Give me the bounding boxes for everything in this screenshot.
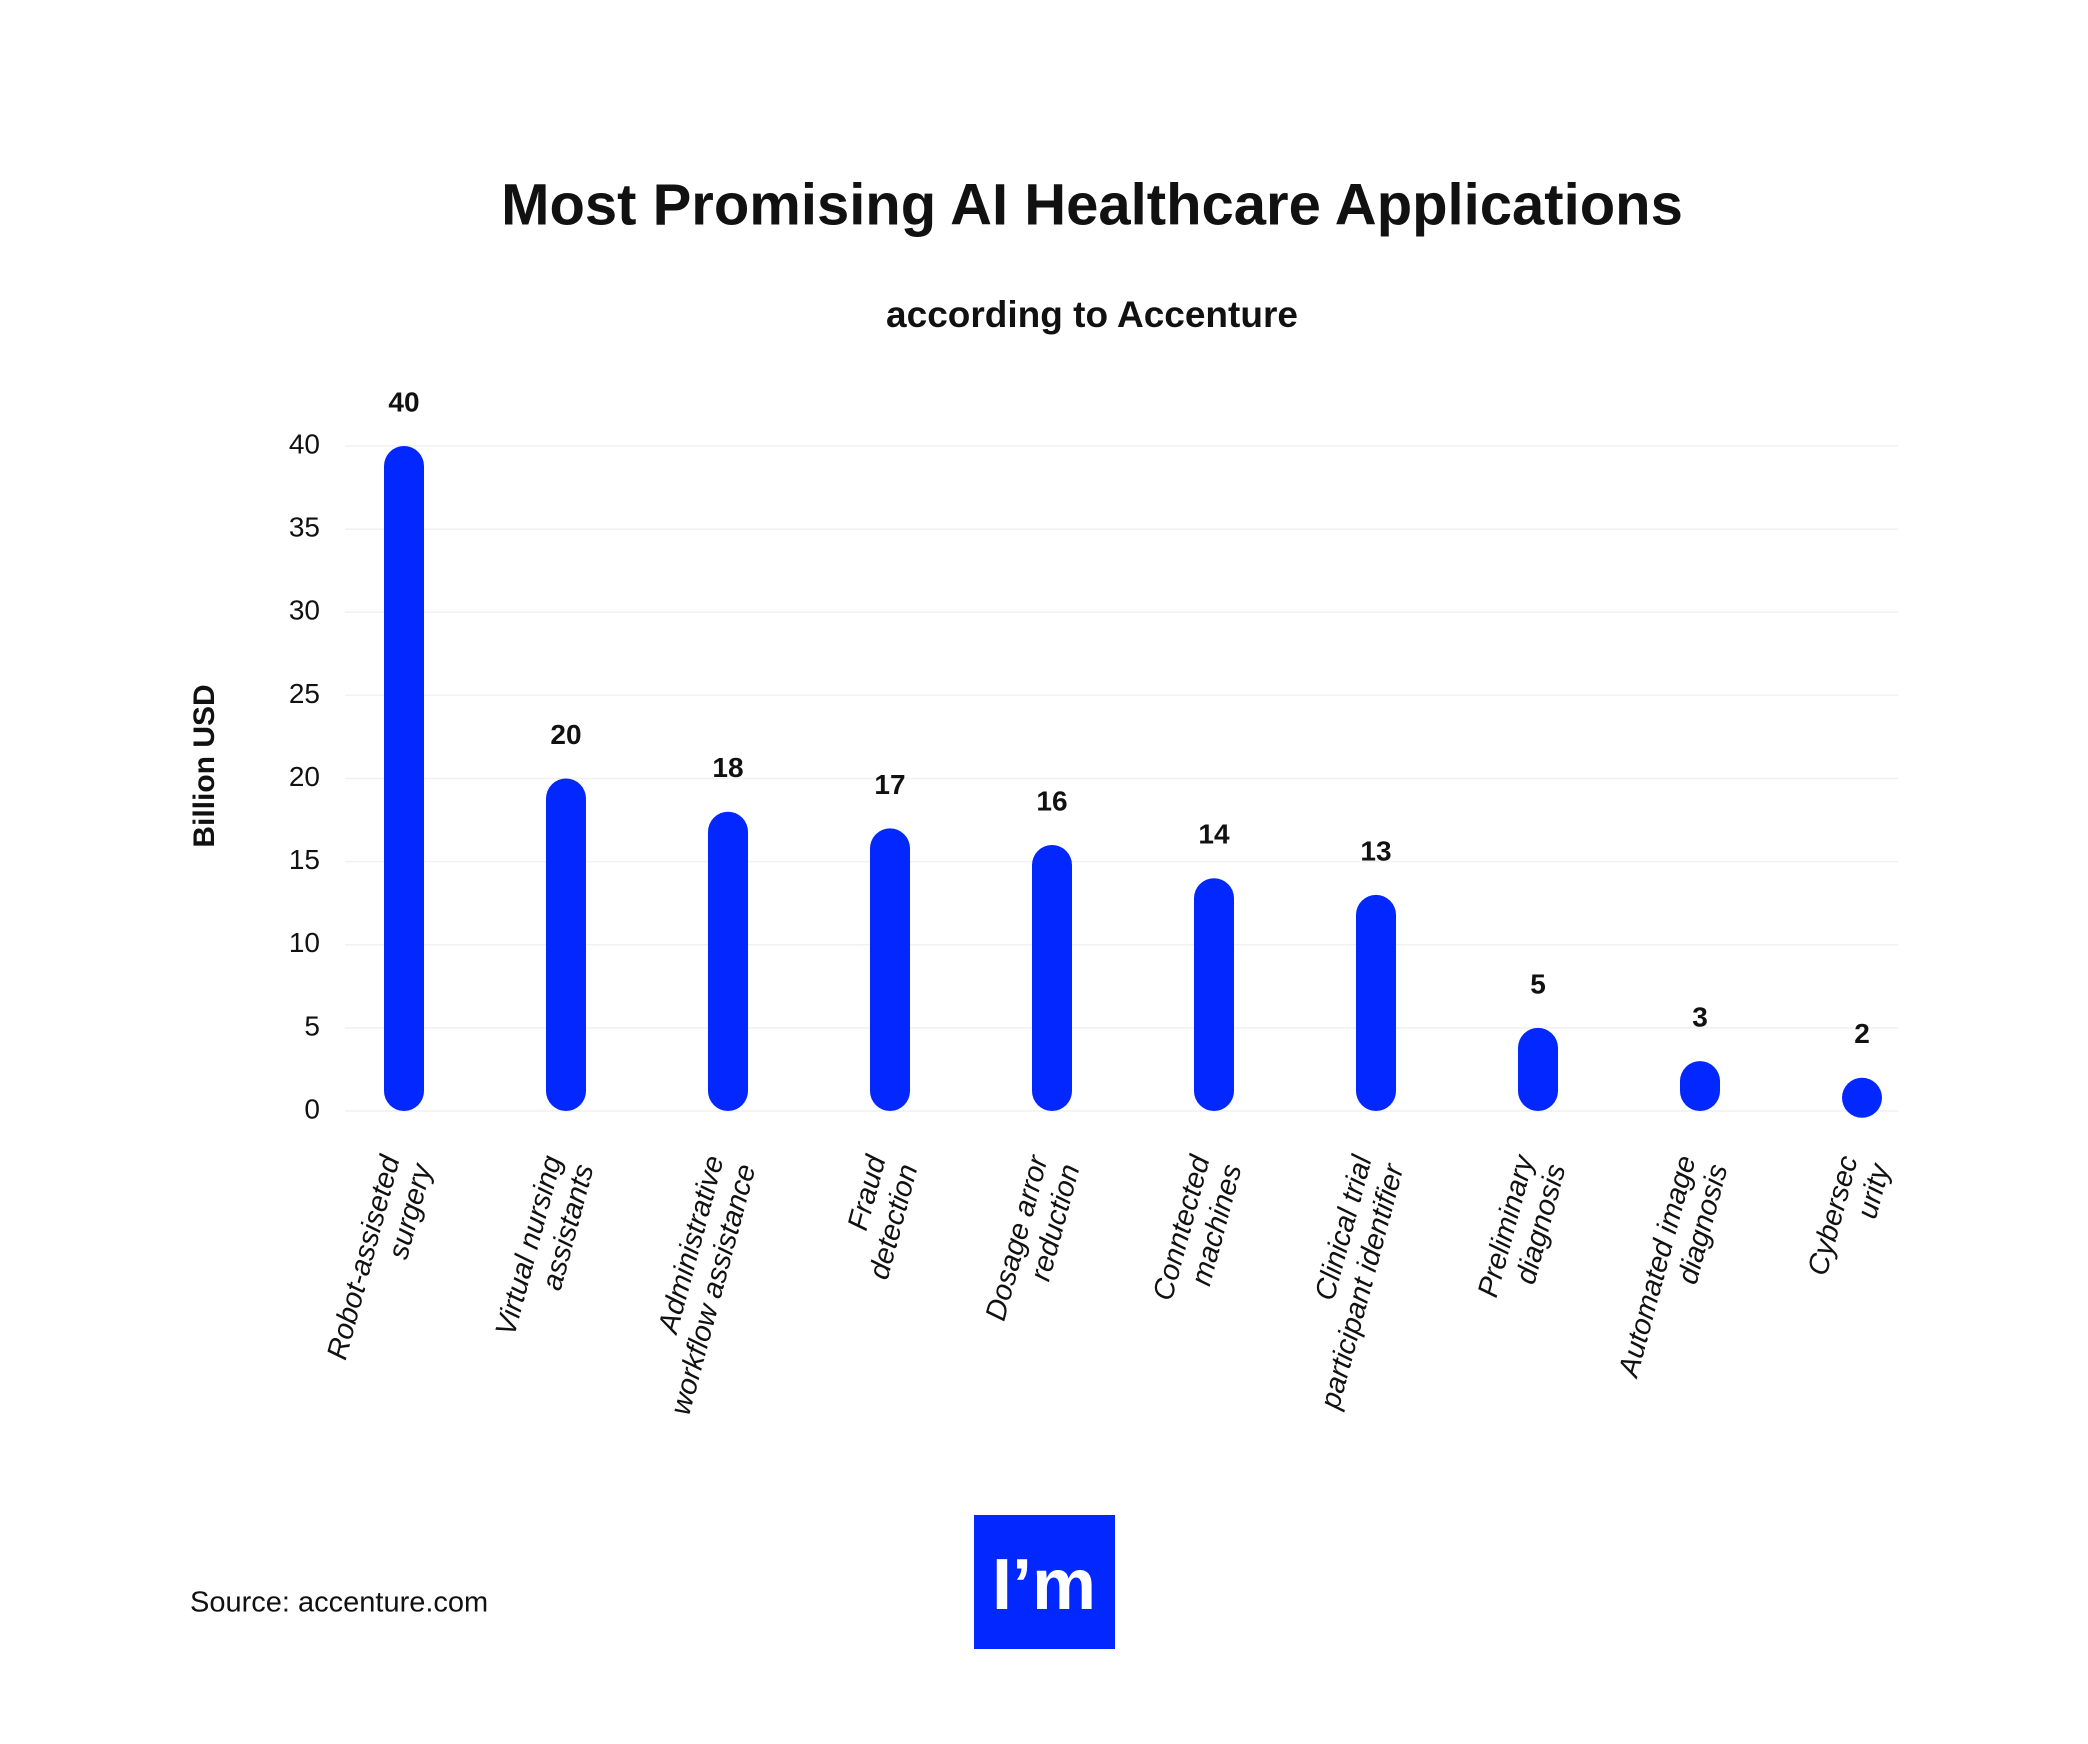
bar <box>384 446 424 1111</box>
bar <box>1842 1077 1882 1118</box>
y-tick-label: 15 <box>289 844 320 875</box>
x-tick-label: Administrativeworkflow assistance <box>633 1152 763 1418</box>
bar <box>1356 894 1396 1111</box>
value-label: 13 <box>1360 835 1391 866</box>
x-tick-label: Virtual nursingassistants <box>489 1152 600 1347</box>
value-label: 16 <box>1036 785 1067 816</box>
x-tick-label: Preliminarydiagnosis <box>1472 1151 1573 1309</box>
value-label: 18 <box>712 752 743 783</box>
y-tick-label: 30 <box>289 595 320 626</box>
x-tick-label: Robot-assisetedsurgery <box>321 1151 438 1372</box>
y-tick-label: 5 <box>304 1010 320 1041</box>
value-label: 40 <box>388 386 419 417</box>
value-label: 3 <box>1692 1002 1708 1033</box>
value-label: 2 <box>1854 1018 1870 1049</box>
y-tick-label: 10 <box>289 927 320 958</box>
logo-box <box>974 1515 1115 1649</box>
x-tick-label: Dosage arrorreduction <box>980 1151 1087 1333</box>
value-label: 14 <box>1198 819 1230 850</box>
x-tick-label: Frauddetection <box>831 1151 924 1282</box>
y-tick-label: 40 <box>289 428 320 459</box>
value-label: 17 <box>874 769 905 800</box>
x-tick-label: Automated imagediagnosis <box>1612 1152 1734 1390</box>
y-tick-label: 0 <box>304 1093 320 1124</box>
x-tick-label: Conntectedmachines <box>1147 1151 1248 1312</box>
bar <box>1032 845 1072 1111</box>
x-tick-label: Cybersecurity <box>1802 1151 1897 1288</box>
bar <box>1194 878 1234 1111</box>
x-tick-label: Clinical trialparticipant identifier <box>1282 1151 1411 1413</box>
bar <box>1518 1027 1558 1111</box>
bar <box>1680 1061 1720 1111</box>
chart-title: Most Promising AI Healthcare Application… <box>501 172 1683 237</box>
y-tick-label: 20 <box>289 761 320 792</box>
y-tick-label: 35 <box>289 512 320 543</box>
chart-subtitle: according to Accenture <box>886 294 1298 335</box>
bar <box>546 778 586 1111</box>
value-label: 5 <box>1530 968 1546 999</box>
y-tick-label: 25 <box>289 678 320 709</box>
bar <box>708 811 748 1111</box>
source: Source: accenture.com <box>190 1587 488 1619</box>
logo: I’m <box>992 1545 1096 1625</box>
bar <box>870 828 910 1111</box>
y-axis-label: Billion USD <box>188 684 221 847</box>
value-label: 20 <box>550 719 581 750</box>
